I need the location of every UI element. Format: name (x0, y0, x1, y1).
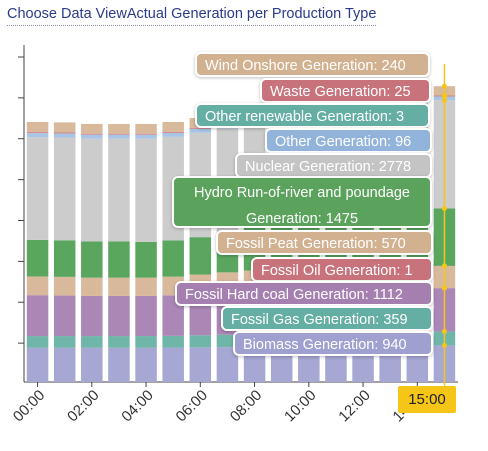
bar-segment (81, 134, 103, 139)
bar-segment (162, 121, 184, 132)
chart-title-link[interactable]: Choose Data ViewActual Generation per Pr… (7, 6, 377, 26)
x-tick-label: 00:00 (10, 387, 49, 426)
tooltip-item: Fossil Hard coal Generation: 1112 (175, 281, 433, 306)
bar-segment (162, 347, 184, 382)
bar-segment (81, 277, 103, 296)
bar-segment (81, 123, 103, 134)
bar-segment (135, 134, 157, 139)
bar-segment (189, 237, 212, 275)
bar-segment (26, 121, 49, 133)
x-tick-label: 12:00 (335, 387, 374, 426)
bar-segment (26, 336, 49, 348)
bar-segment (81, 336, 103, 348)
bar-segment (216, 347, 239, 382)
bar-segment (189, 335, 212, 348)
bar-segment (162, 335, 184, 348)
bar-segment (108, 336, 130, 348)
x-tick-label: 06:00 (173, 387, 212, 426)
hover-dot (441, 328, 447, 334)
hover-dot (441, 205, 447, 211)
bar-segment (162, 133, 184, 137)
bar-segment (53, 295, 76, 337)
tooltip-item: Waste Generation: 25 (260, 78, 431, 103)
hover-dot (441, 93, 447, 99)
tooltip-item: Wind Onshore Generation: 240 (195, 52, 430, 77)
bar-segment (81, 133, 103, 135)
bar-segment (81, 347, 103, 382)
bar-segment (26, 276, 49, 296)
bar-segment (26, 132, 49, 134)
bar-segment (108, 295, 130, 337)
bar-segment (135, 347, 157, 382)
bar-segment (135, 241, 157, 278)
tooltip-item: Hydro Run-of-river and poundage Generati… (172, 176, 432, 228)
bar-segment (162, 240, 184, 277)
bar-segment (53, 122, 76, 133)
bar-segment (135, 277, 157, 296)
hover-dot (441, 263, 447, 269)
bar-segment (108, 123, 130, 134)
tooltip-item: Biomass Generation: 940 (233, 331, 433, 356)
x-tick-label: 04:00 (118, 387, 157, 426)
bar-segment (108, 277, 130, 296)
tooltip-item: Fossil Oil Generation: 1 (251, 257, 433, 282)
bar-segment (81, 295, 103, 337)
bar-segment (53, 347, 76, 382)
title-underline (7, 25, 377, 26)
x-tick-label: 08:00 (227, 387, 266, 426)
bar-segment (53, 137, 76, 241)
bar-segment (81, 138, 103, 242)
tooltip-item: Other Generation: 96 (265, 128, 432, 153)
tooltip-time-badge: 15:00 (398, 386, 456, 413)
hover-dot (441, 342, 447, 348)
bar-segment (26, 133, 49, 138)
bar-segment (53, 240, 76, 277)
bar-segment (108, 241, 130, 278)
bar-segment (26, 137, 49, 240)
bar-segment (26, 239, 49, 277)
tooltip-item: Nuclear Generation: 2778 (235, 153, 432, 178)
bar-segment (53, 132, 76, 134)
hover-dot (441, 83, 447, 89)
x-tick-label: 10:00 (281, 387, 320, 426)
bar-segment (135, 138, 157, 242)
bar-segment (108, 347, 130, 382)
hover-dot (441, 285, 447, 291)
tooltip-item: Fossil Peat Generation: 570 (216, 230, 433, 255)
bar-segment (26, 295, 49, 337)
tooltip-item: Other renewable Generation: 3 (195, 103, 430, 128)
hover-dot (441, 97, 447, 103)
bar-segment (216, 334, 239, 348)
chart-title: Choose Data ViewActual Generation per Pr… (7, 6, 377, 22)
bar-segment (135, 123, 157, 134)
bar-segment (81, 241, 103, 278)
bar-segment (26, 347, 49, 382)
bar-segment (189, 128, 212, 133)
x-tick-label: 02:00 (64, 387, 103, 426)
bar-segment (53, 133, 76, 138)
bar-segment (53, 336, 76, 348)
bar-segment (108, 133, 130, 135)
bar-segment (162, 131, 184, 133)
bar-segment (108, 138, 130, 242)
bar-segment (135, 336, 157, 348)
tooltip-item: Fossil Gas Generation: 359 (221, 306, 433, 331)
bar-segment (189, 127, 212, 129)
bar-segment (53, 276, 76, 296)
bar-segment (189, 347, 212, 382)
bar-segment (135, 295, 157, 337)
bar-segment (108, 134, 130, 139)
bar-segment (135, 133, 157, 135)
